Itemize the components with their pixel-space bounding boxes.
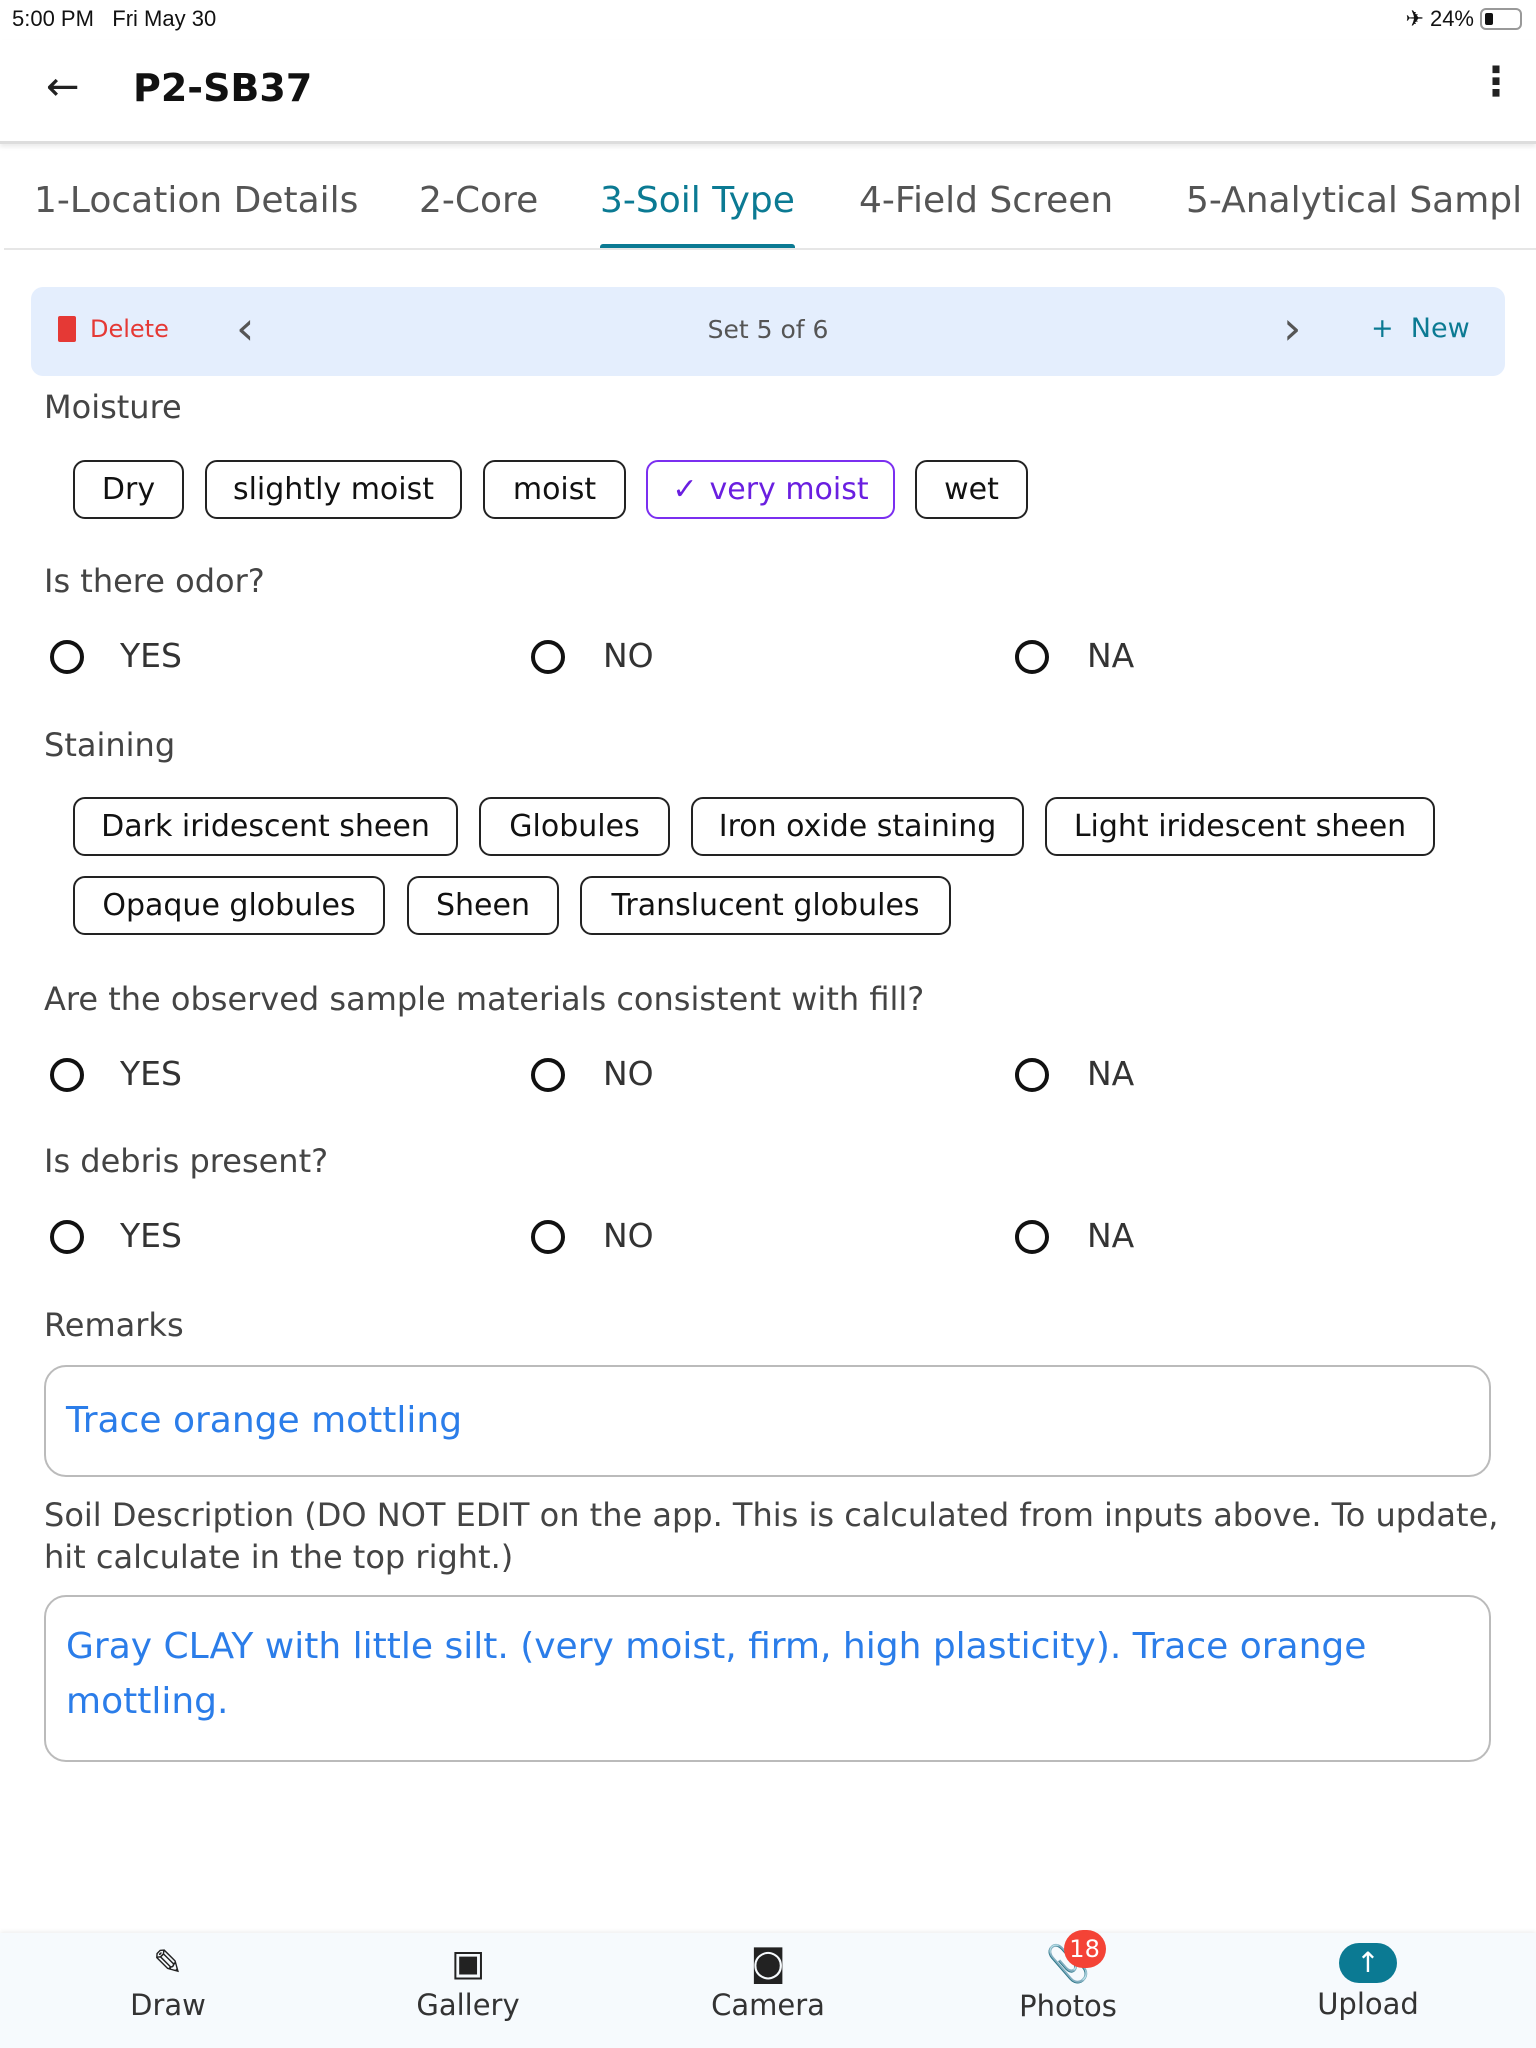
bottom-nav: ✎ Draw ▣ Gallery ◙ Camera 📎 18 Photos ↑ Upload bbox=[0, 1930, 1536, 2048]
radio-label: NO bbox=[603, 636, 654, 675]
chip-dark-iridescent-sheen[interactable]: Dark iridescent sheen bbox=[73, 797, 458, 856]
nav-camera[interactable]: ◙ Camera bbox=[711, 1943, 825, 2022]
trash-icon bbox=[58, 316, 76, 342]
fill-na-radio[interactable] bbox=[1015, 1058, 1049, 1092]
set-counter: Set 5 of 6 bbox=[707, 315, 829, 344]
debris-na-radio[interactable] bbox=[1015, 1220, 1049, 1254]
staining-label: Staining bbox=[44, 726, 176, 764]
debris-label: Is debris present? bbox=[44, 1142, 329, 1180]
chip-light-iridescent-sheen[interactable]: Light iridescent sheen bbox=[1045, 797, 1435, 856]
chip-very-moist[interactable]: ✓ very moist bbox=[646, 460, 895, 519]
tab-location-details[interactable]: 1-Location Details bbox=[34, 180, 359, 221]
nav-photos[interactable]: 📎 18 Photos bbox=[968, 1930, 1168, 2023]
fill-no-radio[interactable] bbox=[531, 1058, 565, 1092]
delete-label: Delete bbox=[90, 315, 169, 343]
fill-label: Are the observed sample materials consis… bbox=[44, 980, 925, 1018]
tab-soil-type[interactable]: 3-Soil Type bbox=[600, 180, 795, 248]
nav-gallery[interactable]: ▣ Gallery bbox=[416, 1943, 520, 2022]
back-arrow-icon[interactable]: ← bbox=[46, 64, 80, 110]
page-title: P2-SB37 bbox=[133, 66, 313, 110]
fill-yes-radio[interactable] bbox=[50, 1058, 84, 1092]
moisture-label: Moisture bbox=[44, 388, 182, 426]
remarks-label: Remarks bbox=[44, 1306, 184, 1344]
camera-icon: ◙ bbox=[750, 1943, 786, 1984]
soil-description-input[interactable]: Gray CLAY with little silt. (very moist,… bbox=[44, 1595, 1491, 1762]
chip-dry[interactable]: Dry bbox=[73, 460, 184, 519]
photos-badge: 18 bbox=[1063, 1930, 1106, 1968]
radio-label: NA bbox=[1087, 1054, 1135, 1093]
radio-label: NO bbox=[603, 1054, 654, 1093]
new-set-button[interactable]: + New bbox=[1371, 313, 1470, 344]
previous-set-chevron-icon[interactable]: ‹ bbox=[236, 301, 255, 355]
odor-no-radio[interactable] bbox=[531, 640, 565, 674]
status-indicators: ✈ 24% bbox=[1406, 6, 1522, 32]
chip-opaque-globules[interactable]: Opaque globules bbox=[73, 876, 385, 935]
tab-analytical-sample[interactable]: 5-Analytical Sampl bbox=[1186, 180, 1523, 221]
next-set-chevron-icon[interactable]: › bbox=[1283, 301, 1302, 355]
paperclip-icon: 📎 18 bbox=[1046, 1930, 1106, 1985]
radio-label: YES bbox=[120, 1054, 182, 1093]
radio-label: NO bbox=[603, 1216, 654, 1255]
draw-icon: ✎ bbox=[152, 1943, 184, 1984]
chip-slightly-moist[interactable]: slightly moist bbox=[205, 460, 462, 519]
airplane-icon: ✈ bbox=[1405, 6, 1424, 31]
radio-label: YES bbox=[120, 1216, 182, 1255]
odor-label: Is there odor? bbox=[44, 562, 265, 600]
check-icon: ✓ bbox=[672, 472, 698, 507]
tab-field-screen[interactable]: 4-Field Screen bbox=[859, 180, 1114, 221]
status-time: 5:00 PM Fri May 30 bbox=[12, 6, 217, 31]
app-header: ← P2-SB37 ⋮ bbox=[0, 40, 1536, 144]
remarks-input[interactable]: Trace orange mottling bbox=[44, 1365, 1491, 1477]
battery-icon bbox=[1480, 8, 1522, 30]
soil-description-label: Soil Description (DO NOT EDIT on the app… bbox=[44, 1496, 1499, 1576]
nav-draw[interactable]: ✎ Draw bbox=[130, 1943, 206, 2022]
radio-label: NA bbox=[1087, 636, 1135, 675]
cloud-upload-icon: ↑ bbox=[1339, 1943, 1397, 1983]
chip-wet[interactable]: wet bbox=[915, 460, 1028, 519]
debris-no-radio[interactable] bbox=[531, 1220, 565, 1254]
odor-na-radio[interactable] bbox=[1015, 640, 1049, 674]
chip-sheen[interactable]: Sheen bbox=[407, 876, 559, 935]
chip-moist[interactable]: moist bbox=[483, 460, 626, 519]
more-menu-icon[interactable]: ⋮ bbox=[1476, 59, 1516, 105]
set-toolbar: Delete ‹ Set 5 of 6 › + New bbox=[31, 287, 1505, 376]
tab-bar: 1-Location Details 2-Core 3-Soil Type 4-… bbox=[4, 150, 1536, 250]
tab-core[interactable]: 2-Core bbox=[419, 180, 539, 221]
odor-yes-radio[interactable] bbox=[50, 640, 84, 674]
chip-iron-oxide-staining[interactable]: Iron oxide staining bbox=[691, 797, 1024, 856]
chip-translucent-globules[interactable]: Translucent globules bbox=[580, 876, 951, 935]
gallery-icon: ▣ bbox=[450, 1943, 485, 1984]
radio-label: YES bbox=[120, 636, 182, 675]
radio-label: NA bbox=[1087, 1216, 1135, 1255]
delete-button[interactable]: Delete bbox=[58, 315, 169, 343]
debris-yes-radio[interactable] bbox=[50, 1220, 84, 1254]
nav-upload[interactable]: ↑ Upload bbox=[1268, 1943, 1468, 2021]
chip-globules[interactable]: Globules bbox=[479, 797, 670, 856]
plus-icon: + bbox=[1371, 313, 1394, 344]
